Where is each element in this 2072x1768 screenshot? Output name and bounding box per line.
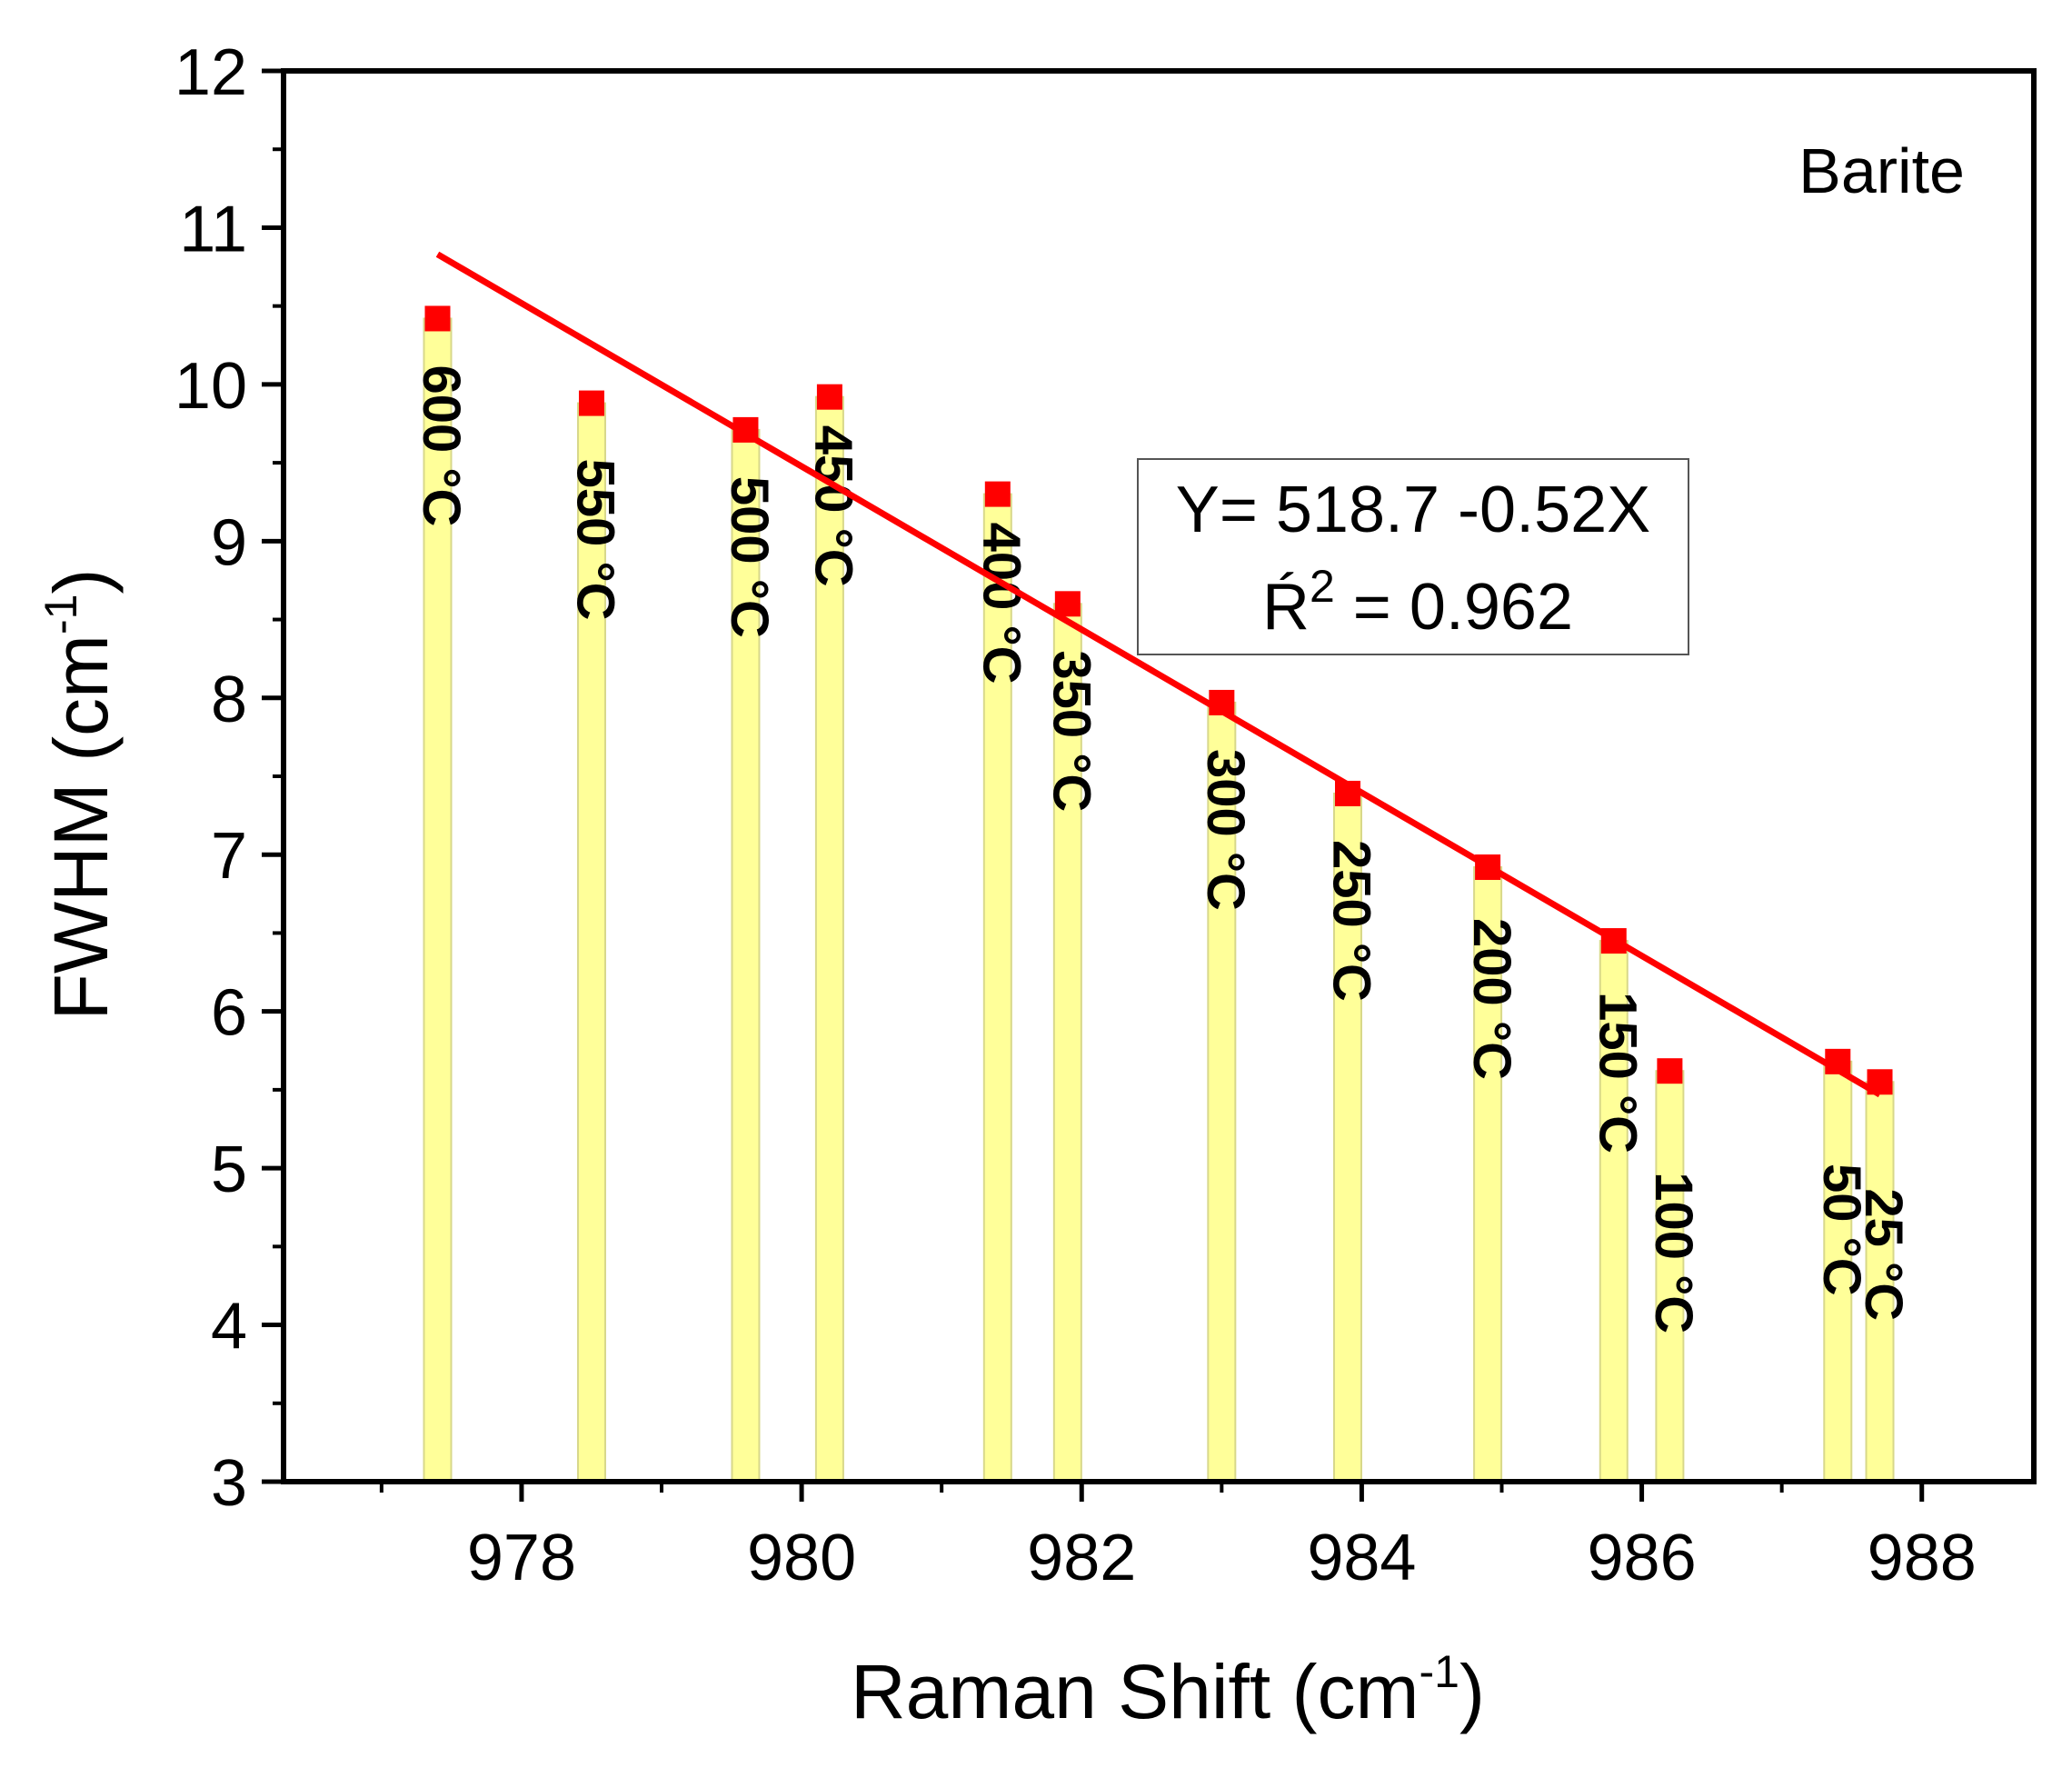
data-point-0 [424,305,451,332]
y-tick-label-7: 10 [174,350,247,423]
temperature-label-9: 150 °C [1588,992,1647,1154]
y-tick-label-0: 3 [211,1447,247,1520]
y-tick-label-4: 7 [211,820,247,893]
x-tick-label-4: 986 [1588,1522,1697,1594]
temperature-label-4: 400 °C [971,523,1031,684]
bar-7 [1333,792,1363,1483]
x-axis-title: Raman Shift (cm-1) [851,1646,1485,1734]
x-tick-label-5: 988 [1868,1522,1977,1594]
fit-equation: Y= 518.7 -0.52X [1176,474,1650,546]
temperature-label-7: 250 °C [1322,840,1381,1002]
bar-5 [1052,603,1082,1483]
data-point-11 [1825,1048,1851,1074]
y-tick-label-8: 11 [179,193,247,265]
y-tick-label-9: 12 [174,36,247,109]
y-tick-label-2: 5 [211,1134,247,1206]
x-tick-label-2: 982 [1027,1522,1136,1594]
data-point-5 [1054,591,1081,617]
legend-label-barite: Barite [1798,135,1965,206]
data-point-8 [1475,854,1501,881]
temperature-label-10: 100 °C [1644,1172,1703,1333]
y-tick-label-3: 6 [211,977,247,1050]
x-tick-label-1: 980 [747,1522,856,1594]
data-point-1 [578,390,604,416]
y-tick-label-5: 8 [211,664,247,736]
temperature-label-0: 600 °C [412,365,471,526]
bar-9 [1599,940,1629,1483]
y-tick-label-1: 4 [211,1291,247,1363]
data-point-3 [816,384,842,410]
data-point-4 [984,481,1011,507]
temperature-label-11: 50 °C [1812,1164,1871,1296]
x-tick-label-3: 984 [1307,1522,1416,1594]
linear-fit-line [435,251,1882,1098]
bar-3 [814,395,844,1483]
fit-r-squared: Ŕ2 = 0.962 [1262,561,1573,644]
temperature-label-2: 500 °C [720,476,779,638]
temperature-label-12: 25 °C [1854,1188,1913,1321]
data-point-9 [1600,928,1627,954]
temperature-label-5: 350 °C [1042,650,1101,812]
data-point-6 [1209,689,1235,715]
y-tick-label-6: 9 [211,506,247,579]
data-point-12 [1867,1069,1893,1095]
data-point-10 [1657,1058,1683,1084]
x-tick-label-0: 978 [467,1522,576,1594]
temperature-label-3: 450 °C [804,425,863,587]
bar-10 [1655,1070,1685,1483]
temperature-label-1: 550 °C [566,459,625,621]
y-axis-title: FWHM (cm-1) [35,569,124,1021]
temperature-label-8: 200 °C [1462,918,1521,1080]
fit-equation-box [1137,458,1689,655]
bar-0 [423,317,453,1483]
temperature-label-6: 300 °C [1196,749,1255,911]
data-point-7 [1335,780,1361,806]
bar-11 [1823,1060,1853,1483]
data-point-2 [732,416,759,443]
